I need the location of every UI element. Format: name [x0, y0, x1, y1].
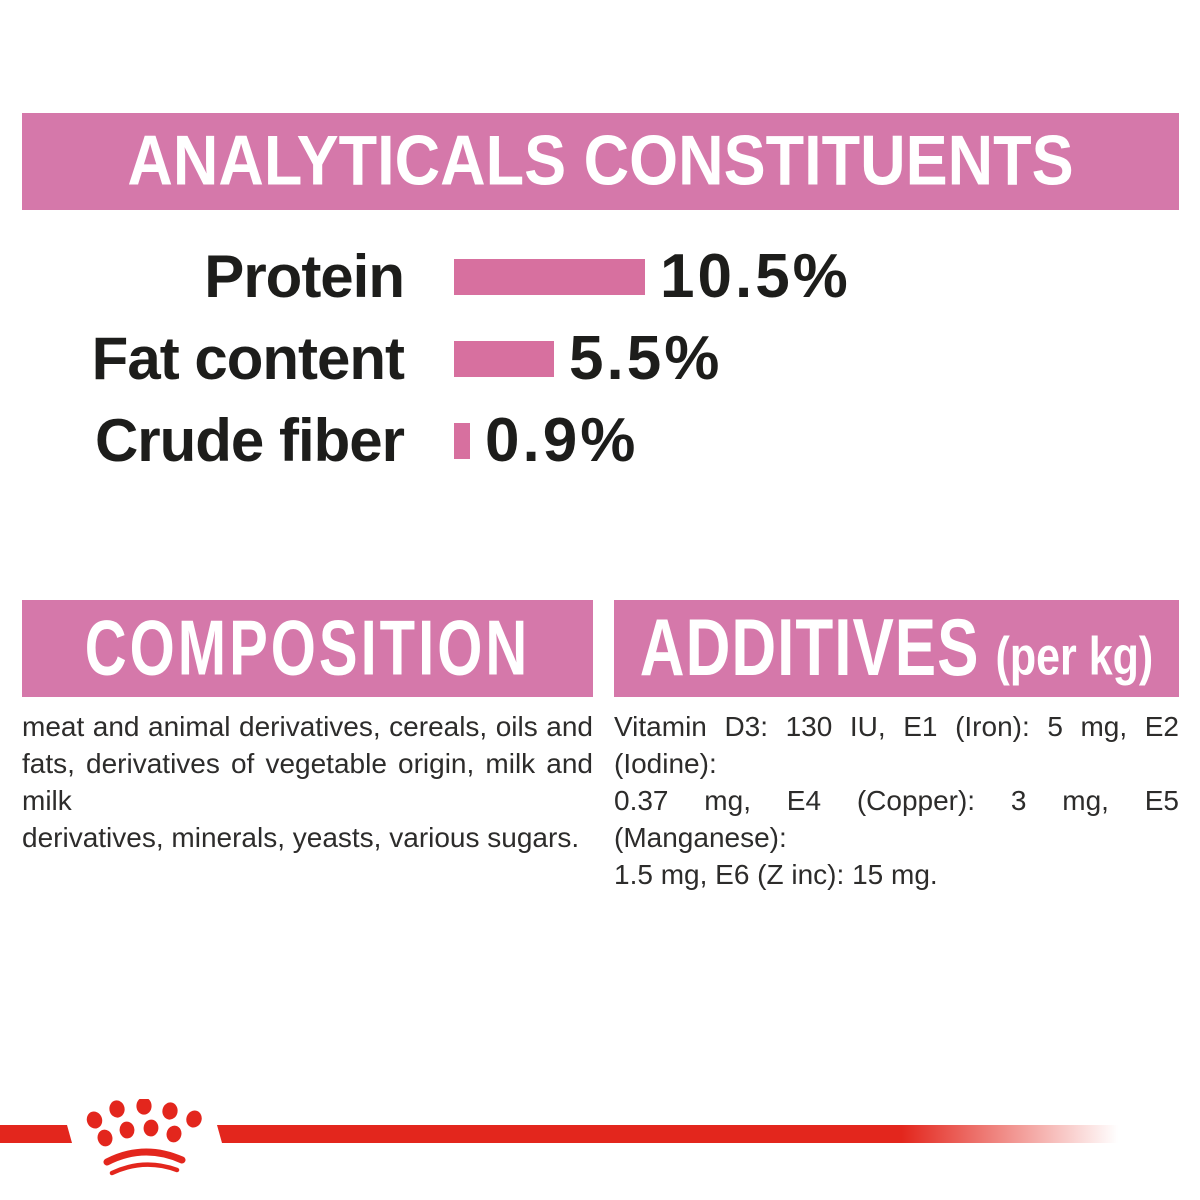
chart-row-fat-content: Fat content 5.5% [0, 318, 1200, 400]
bar-label: Fat content [91, 325, 405, 392]
analyticals-title: ANALYTICALS CONSTITUENTS [127, 121, 1074, 201]
bar-value: 0.9% [485, 406, 639, 475]
composition-line: meat and animal derivatives, cereals, oi… [22, 711, 593, 742]
additives-line: Vitamin D3: 130 IU, E1 (Iron): 5 mg, E2 … [614, 711, 1179, 779]
additives-body: Vitamin D3: 130 IU, E1 (Iron): 5 mg, E2 … [614, 708, 1179, 893]
additives-header-band: ADDITIVES (per kg) [614, 600, 1179, 697]
bar-label: Crude fiber [94, 407, 405, 474]
bar-protein [454, 259, 645, 295]
composition-body: meat and animal derivatives, cereals, oi… [22, 708, 593, 856]
additives-line: 0.37 mg, E4 (Copper): 3 mg, E5 (Manganes… [614, 785, 1179, 853]
chart-row-crude-fiber: Crude fiber 0.9% [0, 400, 1200, 482]
red-band-right [217, 1125, 1118, 1143]
bar-value: 5.5% [569, 324, 723, 393]
royal-canin-crown-logo [86, 1099, 202, 1176]
bar-value: 10.5% [660, 242, 851, 311]
red-band-left [0, 1125, 72, 1143]
composition-title: COMPOSITION [84, 603, 531, 692]
chart-row-protein: Protein 10.5% [0, 236, 1200, 318]
bar-label: Protein [204, 243, 405, 310]
additives-title: ADDITIVES [639, 603, 980, 693]
additives-title-suffix: (per kg) [995, 626, 1154, 687]
bar-crude-fiber [454, 423, 470, 459]
bar-fat-content [454, 341, 554, 377]
additives-line: 1.5 mg, E6 (Z inc): 15 mg. [614, 859, 938, 890]
analyticals-header-band: ANALYTICALS CONSTITUENTS [22, 113, 1179, 210]
composition-line: fats, derivatives of vegetable origin, m… [22, 748, 593, 816]
composition-header-band: COMPOSITION [22, 600, 593, 697]
composition-line: derivatives, minerals, yeasts, various s… [22, 822, 580, 853]
